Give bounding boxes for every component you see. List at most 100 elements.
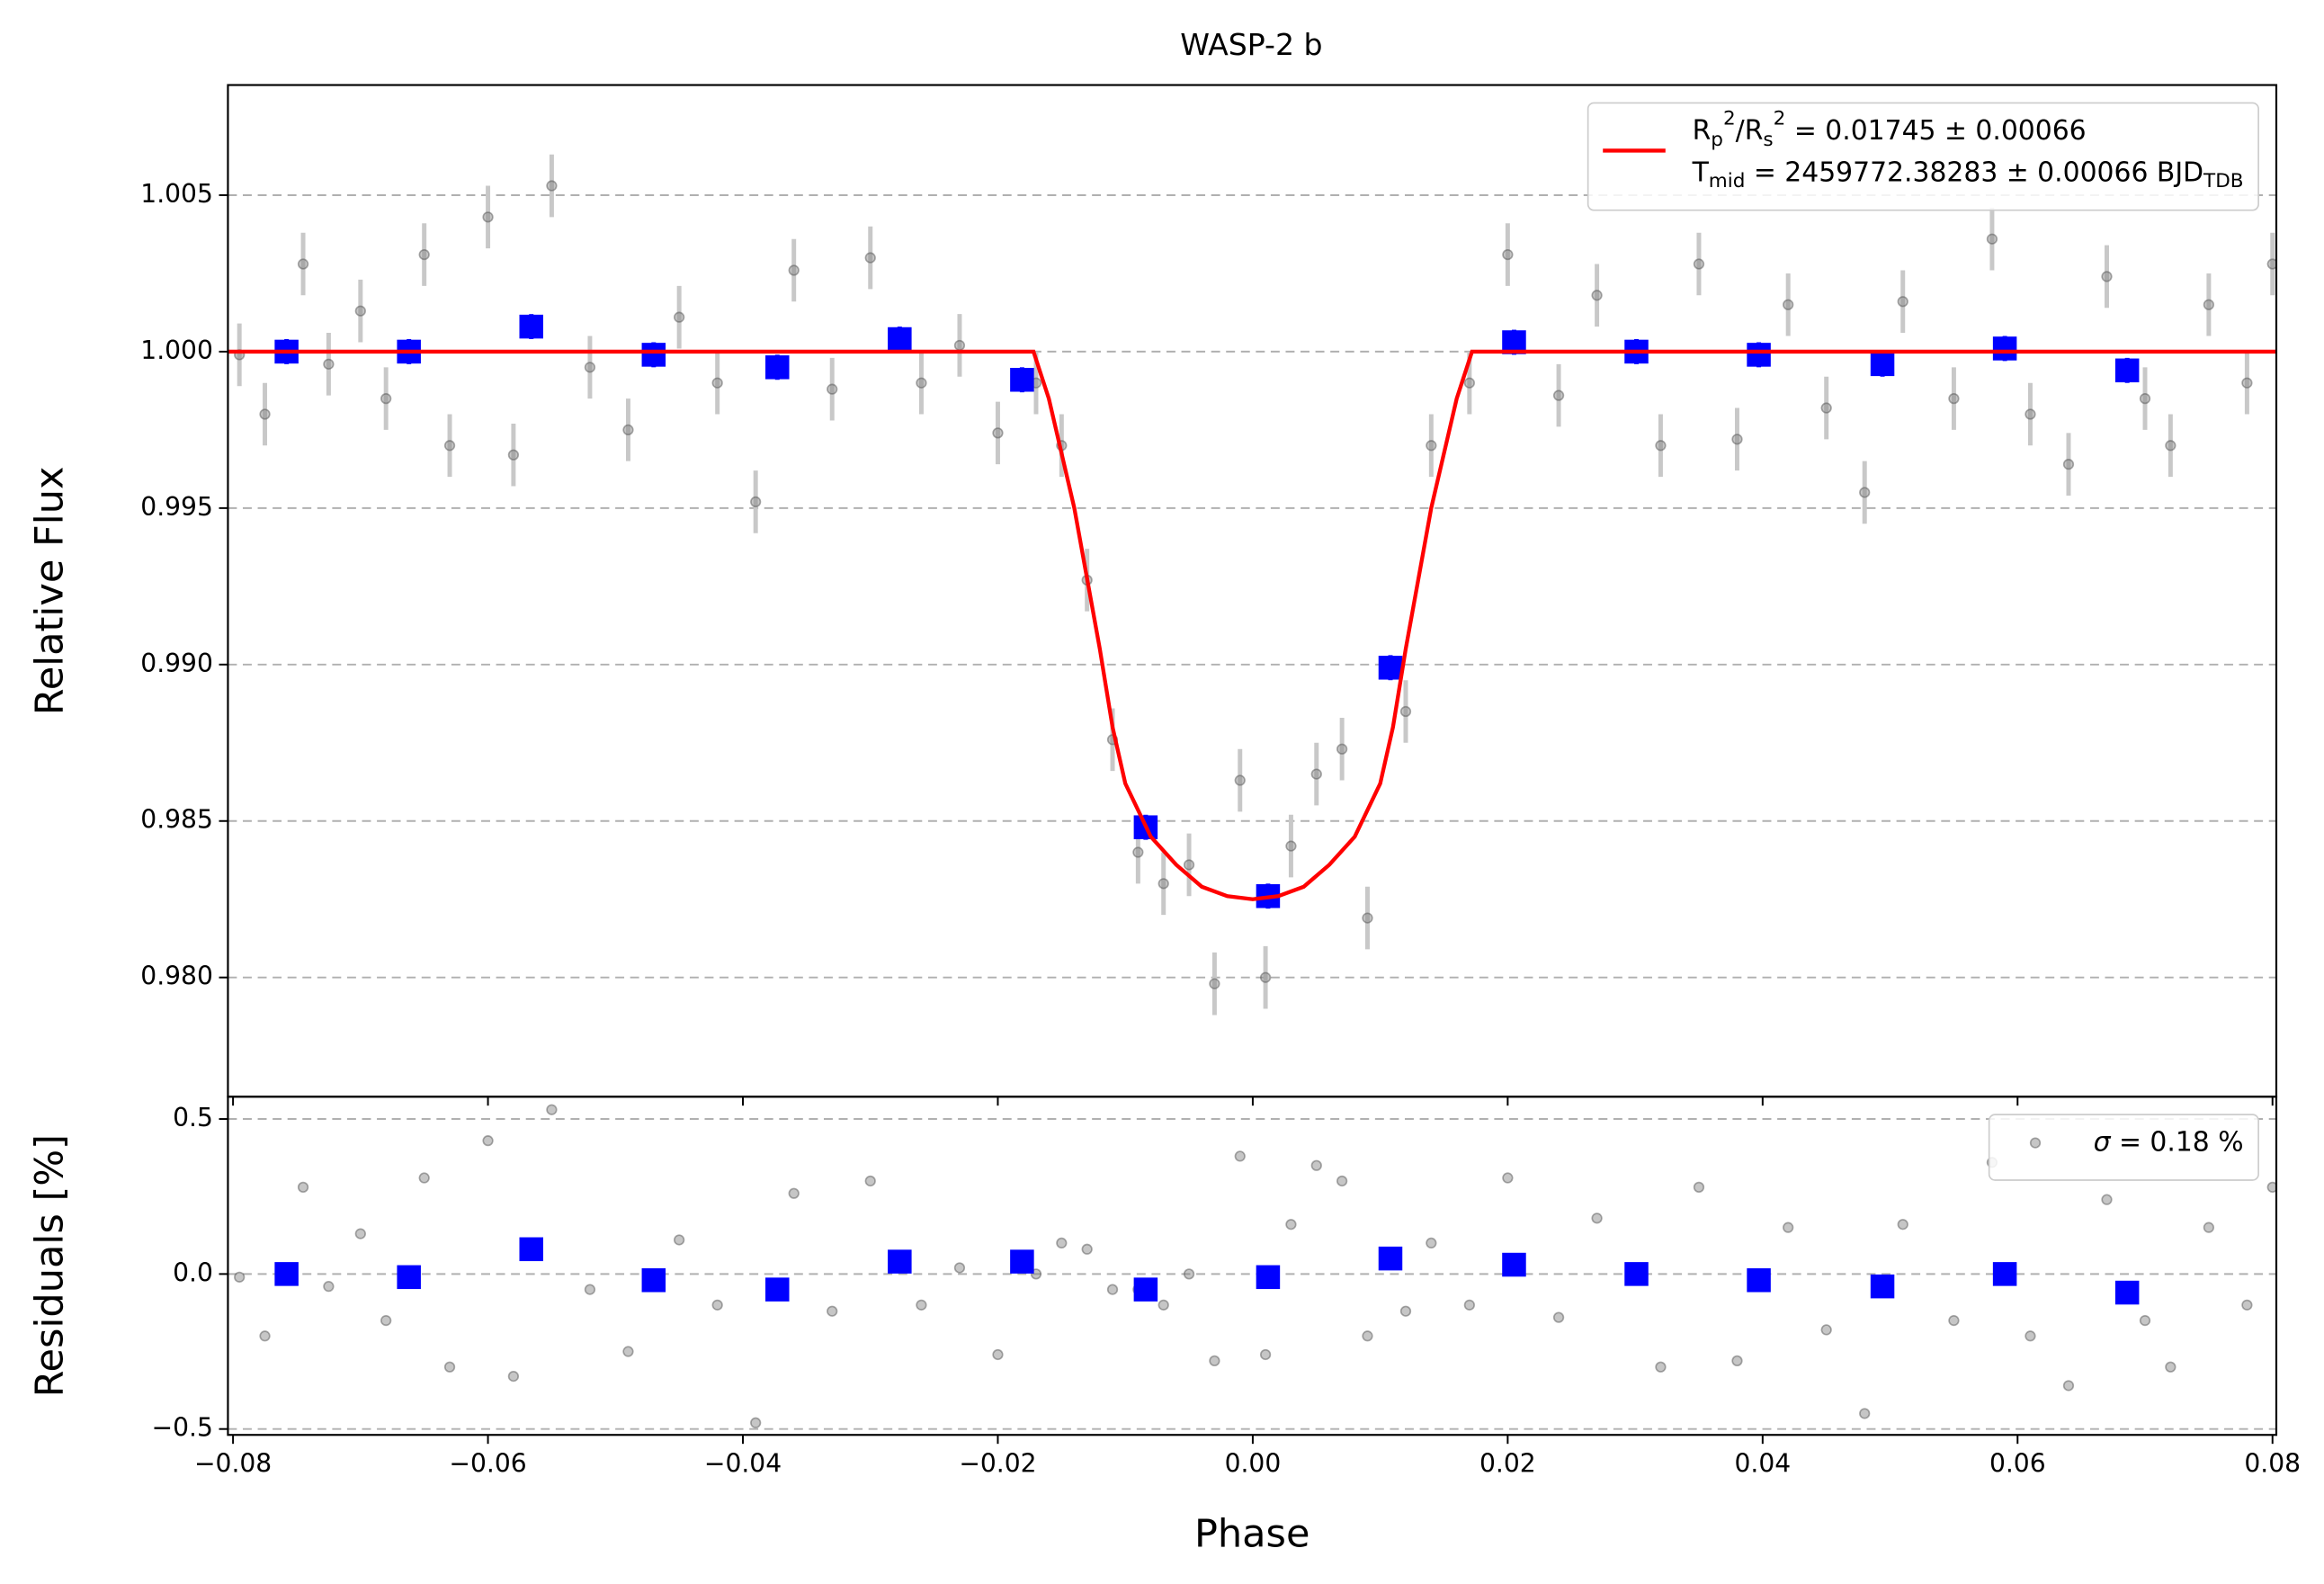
- data-point: [1310, 768, 1322, 780]
- data-point: [1897, 296, 1908, 308]
- y-axis-label: Residuals [%]: [27, 1134, 72, 1397]
- data-point: [1399, 705, 1412, 718]
- binned-point: [1624, 1262, 1649, 1286]
- data-point: [992, 1348, 1004, 1361]
- data-point: [2266, 1181, 2276, 1193]
- data-point: [827, 1305, 838, 1317]
- data-point: [1426, 1237, 1437, 1249]
- binned-point: [888, 1249, 912, 1274]
- data-point: [1362, 912, 1373, 924]
- data-point: [1285, 1219, 1297, 1231]
- y-tick-label: 1.000: [140, 336, 213, 365]
- data-point: [1183, 1268, 1195, 1280]
- data-point: [482, 1135, 494, 1147]
- data-point: [750, 496, 762, 508]
- x-tick-label: 0.04: [1734, 1448, 1791, 1478]
- data-point: [1693, 1181, 1705, 1194]
- legend-box: [1988, 1114, 2259, 1181]
- y-tick-label: 0.995: [140, 492, 213, 522]
- data-point: [1132, 846, 1144, 858]
- binned-point: [1870, 1274, 1895, 1299]
- data-point: [1502, 248, 1514, 261]
- binned-point: [2114, 358, 2140, 383]
- data-point: [1234, 774, 1246, 786]
- binned-point: [519, 314, 543, 339]
- data-point: [2101, 271, 2113, 282]
- y-tick-label: 0.5: [173, 1103, 213, 1132]
- legend-text-part: /R: [1736, 114, 1764, 146]
- data-point: [1209, 1355, 1220, 1367]
- data-point: [482, 211, 494, 223]
- data-point: [827, 383, 838, 395]
- data-point: [864, 1175, 876, 1187]
- legend-text-part: = 0.18 %: [2111, 1126, 2244, 1158]
- legend-label: Rp2/Rs2 = 0.01745 ± 0.00066: [1693, 108, 2087, 151]
- binned-point: [641, 343, 666, 367]
- binned-point: [1378, 656, 1403, 680]
- data-point: [788, 264, 800, 276]
- data-point: [1783, 299, 1794, 310]
- data-point: [2101, 1194, 2113, 1205]
- data-point: [2139, 392, 2151, 405]
- x-tick-label: −0.06: [449, 1448, 526, 1478]
- legend-text-part: s: [1763, 129, 1773, 151]
- data-point: [546, 1104, 558, 1115]
- data-point: [1552, 389, 1565, 401]
- data-point: [1820, 402, 1832, 414]
- data-point: [418, 1172, 430, 1184]
- data-point: [2266, 258, 2276, 270]
- legend-text-part: σ: [2094, 1126, 2112, 1158]
- legend-text-part: 2: [1774, 108, 1786, 130]
- plot-area: [228, 154, 2276, 1016]
- data-point: [584, 1284, 596, 1295]
- axes-frame: [227, 84, 2278, 1098]
- binned-point: [1010, 1249, 1034, 1274]
- data-point: [916, 1299, 927, 1311]
- binned-point: [1378, 1246, 1403, 1271]
- data-point: [1158, 878, 1169, 890]
- chart-title: WASP-2 b: [1180, 27, 1322, 62]
- data-point: [750, 1417, 762, 1428]
- data-point: [1655, 440, 1667, 452]
- data-point: [1820, 1324, 1832, 1336]
- data-point: [1183, 859, 1195, 871]
- legend-text-part: = 2459772.38283 ± 0.00066 BJD: [1745, 157, 2203, 188]
- data-point: [1693, 258, 1705, 270]
- data-point: [1081, 1243, 1093, 1255]
- data-point: [546, 180, 558, 192]
- data-point: [1362, 1330, 1373, 1342]
- plot-area: [234, 1104, 2276, 1428]
- data-point: [674, 311, 685, 323]
- binned-point: [274, 1262, 299, 1286]
- data-point: [2241, 377, 2253, 389]
- data-point: [953, 339, 966, 352]
- data-point: [323, 1281, 335, 1293]
- data-point: [622, 424, 634, 436]
- data-point: [1463, 1299, 1475, 1311]
- binned-point: [1992, 1262, 2017, 1286]
- legend-text-part: TDB: [2203, 170, 2243, 192]
- binned-point: [2114, 1280, 2140, 1305]
- data-point: [2165, 1361, 2177, 1373]
- data-point: [1056, 1237, 1068, 1249]
- panel: 0.980 0.985 0.990 0.995 1.000 1.005 Relative F…: [27, 84, 2278, 1106]
- data-point: [2062, 459, 2075, 470]
- binned-point: [1256, 1265, 1281, 1290]
- data-point: [1234, 1150, 1246, 1162]
- legend-label: σ = 0.18 %: [2094, 1126, 2244, 1158]
- binned-point: [519, 1237, 543, 1262]
- data-point: [2139, 1314, 2151, 1327]
- binned-point: [888, 327, 912, 352]
- binned-point: [641, 1268, 666, 1293]
- model-line: [228, 349, 2276, 901]
- binned-point: [1992, 336, 2017, 361]
- data-point: [507, 449, 520, 461]
- y-tick-label: 1.005: [140, 179, 213, 209]
- data-point: [711, 377, 723, 389]
- y-axis-label: Relative Flux: [27, 467, 72, 716]
- data-point: [1336, 743, 1348, 755]
- data-point: [1259, 971, 1272, 983]
- data-point: [323, 358, 335, 370]
- y-tick-label: 0.990: [140, 649, 213, 678]
